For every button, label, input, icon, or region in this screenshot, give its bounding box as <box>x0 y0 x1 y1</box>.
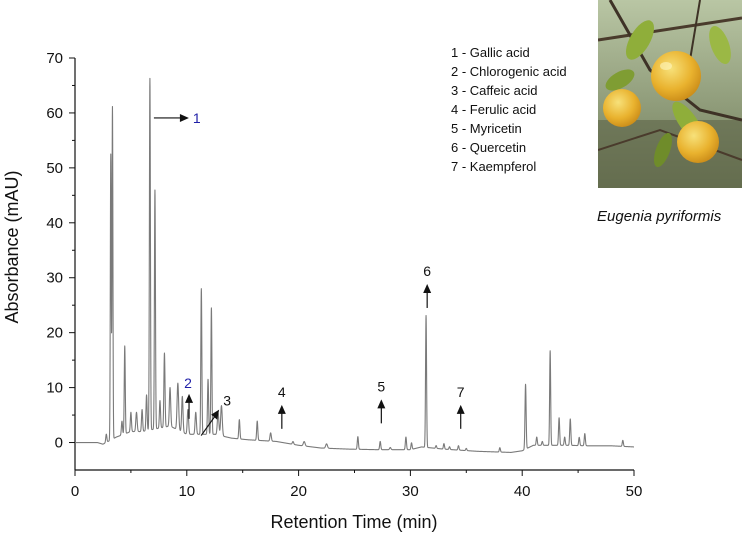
legend-entry: 2 - Chlorogenic acid <box>451 64 567 79</box>
legend: 1 - Gallic acid 2 - Chlorogenic acid 3 - C… <box>451 45 567 174</box>
x-tick-label: 20 <box>290 483 307 500</box>
arrow-head <box>377 399 386 409</box>
arrow-head <box>179 113 189 122</box>
y-tick-label: 20 <box>46 325 63 342</box>
peak-number: 5 <box>377 378 385 394</box>
eugenia-pyriformis-photo <box>598 0 742 188</box>
y-tick-label: 70 <box>46 50 63 67</box>
legend-entry: 4 - Ferulic acid <box>451 102 536 117</box>
chromatogram-line <box>74 77 635 453</box>
y-tick-label: 0 <box>55 435 63 452</box>
chart-axes: 0 10 20 30 40 50 0 10 20 30 40 50 60 70 <box>46 50 642 500</box>
peak-number: 2 <box>184 375 192 391</box>
x-tick-label: 30 <box>402 483 419 500</box>
peak-number: 7 <box>457 384 465 400</box>
arrow-shaft <box>200 414 217 436</box>
arrow-head <box>456 404 465 414</box>
arrow-head <box>277 404 286 414</box>
legend-entry: 3 - Caffeic acid <box>451 83 537 98</box>
y-tick-label: 50 <box>46 160 63 177</box>
x-tick-label: 50 <box>626 483 643 500</box>
chromatogram-series <box>74 77 635 453</box>
photo-caption: Eugenia pyriformis <box>597 208 722 225</box>
arrow-head <box>185 393 194 403</box>
peak-label-1: 1 <box>153 110 201 126</box>
y-tick-label: 10 <box>46 380 63 397</box>
peak-label-5: 5 <box>377 378 386 424</box>
peak-number: 4 <box>278 384 286 400</box>
y-tick-label: 40 <box>46 215 63 232</box>
x-tick-label: 40 <box>514 483 531 500</box>
peak-label-6: 6 <box>423 263 431 308</box>
peak-label-3: 3 <box>200 393 231 436</box>
peak-label-2: 2 <box>184 375 194 419</box>
peak-label-4: 4 <box>277 384 286 429</box>
arrow-head <box>423 283 432 293</box>
peak-label-7: 7 <box>456 384 465 429</box>
y-tick-label: 60 <box>46 105 63 122</box>
peak-number: 6 <box>423 263 431 279</box>
peak-number: 3 <box>223 393 231 409</box>
legend-entry: 7 - Kaempferol <box>451 159 536 174</box>
x-tick-label: 0 <box>71 483 79 500</box>
y-tick-label: 30 <box>46 270 63 287</box>
y-axis-title: Absorbance (mAU) <box>2 170 22 323</box>
legend-entry: 5 - Myricetin <box>451 121 522 136</box>
peak-number: 1 <box>193 110 201 126</box>
peak-annotations: 1 2 3 4 5 6 7 <box>153 110 465 436</box>
arrow-head <box>211 409 220 420</box>
x-tick-label: 10 <box>178 483 195 500</box>
x-axis-title: Retention Time (min) <box>270 512 437 532</box>
legend-entry: 1 - Gallic acid <box>451 45 530 60</box>
legend-entry: 6 - Quercetin <box>451 140 526 155</box>
